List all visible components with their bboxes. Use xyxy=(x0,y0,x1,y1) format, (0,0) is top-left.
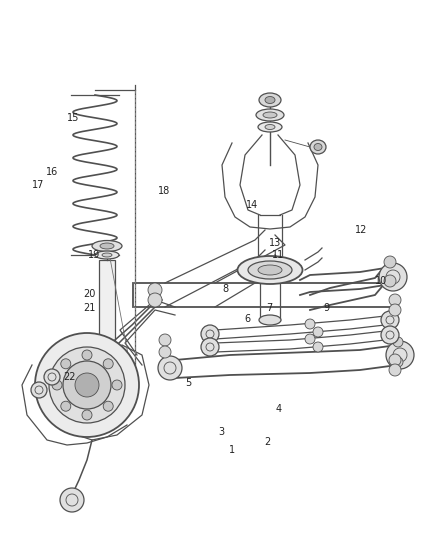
Circle shape xyxy=(389,294,401,306)
Circle shape xyxy=(159,334,171,346)
Circle shape xyxy=(82,350,92,360)
Text: 21: 21 xyxy=(84,303,96,313)
Text: 1: 1 xyxy=(229,446,235,455)
Circle shape xyxy=(61,359,71,369)
Circle shape xyxy=(389,364,401,376)
Ellipse shape xyxy=(95,251,119,259)
Text: 12: 12 xyxy=(355,225,367,235)
Circle shape xyxy=(305,319,315,329)
Circle shape xyxy=(381,326,399,344)
Circle shape xyxy=(61,401,71,411)
Circle shape xyxy=(389,304,401,316)
Circle shape xyxy=(201,325,219,343)
Circle shape xyxy=(159,346,171,358)
Text: 19: 19 xyxy=(88,250,100,260)
Circle shape xyxy=(201,338,219,356)
Circle shape xyxy=(393,337,403,347)
Text: 18: 18 xyxy=(158,186,170,196)
Text: 2: 2 xyxy=(264,438,270,447)
Circle shape xyxy=(49,347,125,423)
Circle shape xyxy=(52,380,62,390)
Text: 3: 3 xyxy=(218,427,224,437)
Circle shape xyxy=(386,341,414,369)
Circle shape xyxy=(148,293,162,307)
Circle shape xyxy=(148,283,162,297)
Circle shape xyxy=(379,263,407,291)
Circle shape xyxy=(82,410,92,420)
Ellipse shape xyxy=(265,96,275,103)
Circle shape xyxy=(305,334,315,344)
Circle shape xyxy=(103,359,113,369)
Circle shape xyxy=(112,380,122,390)
Text: 20: 20 xyxy=(84,289,96,299)
Text: 17: 17 xyxy=(32,181,45,190)
Text: 13: 13 xyxy=(269,238,281,247)
Ellipse shape xyxy=(263,112,277,118)
Ellipse shape xyxy=(258,265,282,275)
Ellipse shape xyxy=(237,256,303,284)
Text: 4: 4 xyxy=(275,405,281,414)
Text: 7: 7 xyxy=(266,303,272,313)
Ellipse shape xyxy=(100,243,114,249)
Ellipse shape xyxy=(259,93,281,107)
Ellipse shape xyxy=(314,143,322,150)
Circle shape xyxy=(60,488,84,512)
Circle shape xyxy=(31,382,47,398)
Circle shape xyxy=(75,373,99,397)
Ellipse shape xyxy=(102,253,112,257)
Ellipse shape xyxy=(258,122,282,132)
Circle shape xyxy=(389,354,401,366)
Bar xyxy=(99,260,115,355)
Ellipse shape xyxy=(310,140,326,154)
Ellipse shape xyxy=(100,370,114,380)
Circle shape xyxy=(158,356,182,380)
Text: 8: 8 xyxy=(223,284,229,294)
Circle shape xyxy=(384,275,396,287)
Text: 22: 22 xyxy=(63,373,75,382)
Ellipse shape xyxy=(248,261,292,279)
Text: 9: 9 xyxy=(323,303,329,313)
Text: 6: 6 xyxy=(244,314,251,324)
Circle shape xyxy=(313,327,323,337)
Ellipse shape xyxy=(92,240,122,252)
Ellipse shape xyxy=(259,315,281,325)
Text: 5: 5 xyxy=(185,378,191,387)
Circle shape xyxy=(63,361,111,409)
Circle shape xyxy=(35,333,139,437)
Circle shape xyxy=(103,401,113,411)
Ellipse shape xyxy=(256,109,284,121)
Text: 15: 15 xyxy=(67,114,80,123)
Text: 16: 16 xyxy=(46,167,58,176)
Circle shape xyxy=(313,342,323,352)
Circle shape xyxy=(44,369,60,385)
Circle shape xyxy=(381,311,399,329)
Text: 11: 11 xyxy=(272,250,284,260)
Ellipse shape xyxy=(265,125,275,130)
Text: 14: 14 xyxy=(246,200,258,210)
Text: 10: 10 xyxy=(375,277,387,286)
Circle shape xyxy=(393,357,403,367)
Circle shape xyxy=(384,256,396,268)
